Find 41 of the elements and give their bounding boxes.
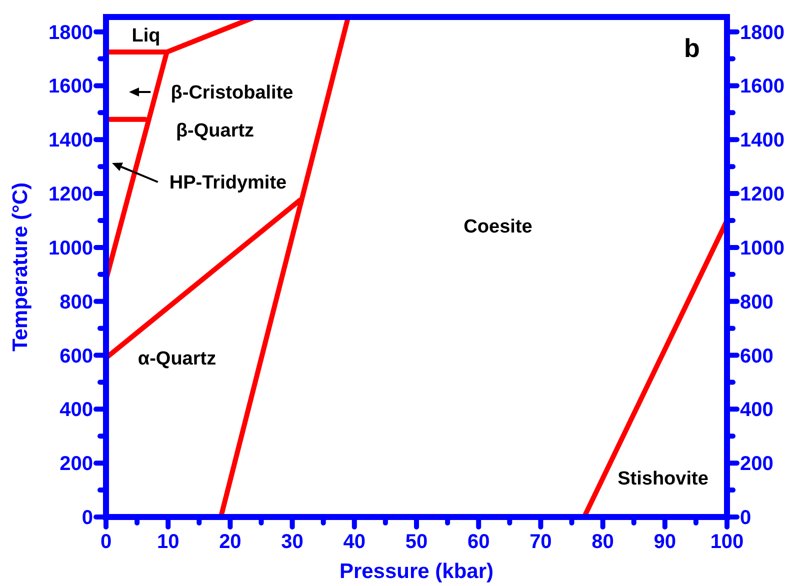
- y2-tick-label: 200: [740, 453, 774, 476]
- y2-tick-label: 800: [740, 291, 774, 314]
- x-axis-title: Pressure (kbar): [339, 560, 494, 583]
- annotation: Coesite: [464, 216, 532, 238]
- annotation: α-Quartz: [138, 348, 216, 370]
- x-tick-label: 80: [592, 531, 614, 553]
- annotation: HP-Tridymite: [169, 172, 287, 194]
- y-tick-label: 200: [60, 453, 93, 476]
- y-tick-label: 1800: [48, 22, 93, 44]
- y2-tick-label: 1800: [740, 22, 784, 44]
- y-tick-label: 1000: [48, 237, 93, 260]
- y2-tick-label: 0: [740, 507, 752, 529]
- x-tick-label: 60: [467, 531, 490, 553]
- y-tick-label: 800: [60, 291, 93, 314]
- x-tick-label: 30: [281, 531, 304, 553]
- y-axis-title: Temperature (°C): [9, 182, 32, 352]
- y2-tick-label: 1200: [740, 184, 784, 206]
- y2-tick-label: 1000: [740, 237, 784, 260]
- y-tick-label: 1200: [48, 184, 93, 206]
- y2-tick-label: 400: [740, 399, 774, 422]
- x-tick-label: 90: [654, 531, 676, 553]
- y-tick-label: 1400: [48, 130, 93, 152]
- annotation: β-Cristobalite: [170, 82, 294, 104]
- x-tick-label: 50: [405, 531, 428, 553]
- x-tick-label: 20: [219, 531, 242, 553]
- y2-tick-label: 1400: [740, 130, 784, 152]
- x-tick-label: 0: [100, 531, 112, 553]
- y2-tick-label: 600: [740, 345, 774, 368]
- x-tick-label: 70: [530, 531, 552, 553]
- x-tick-label: 10: [156, 531, 180, 553]
- y2-tick-label: 1600: [740, 76, 784, 98]
- annotation: Liq: [132, 26, 160, 47]
- annotation: β-Quartz: [176, 120, 254, 142]
- y-tick-label: 600: [60, 345, 93, 368]
- y-tick-label: 400: [60, 399, 93, 422]
- x-tick-label: 100: [710, 531, 744, 553]
- annotation: Stishovite: [618, 468, 708, 490]
- annotation: b: [684, 33, 700, 64]
- y-tick-label: 1600: [48, 76, 93, 98]
- y-tick-label: 0: [82, 507, 93, 529]
- x-tick-label: 40: [343, 531, 366, 553]
